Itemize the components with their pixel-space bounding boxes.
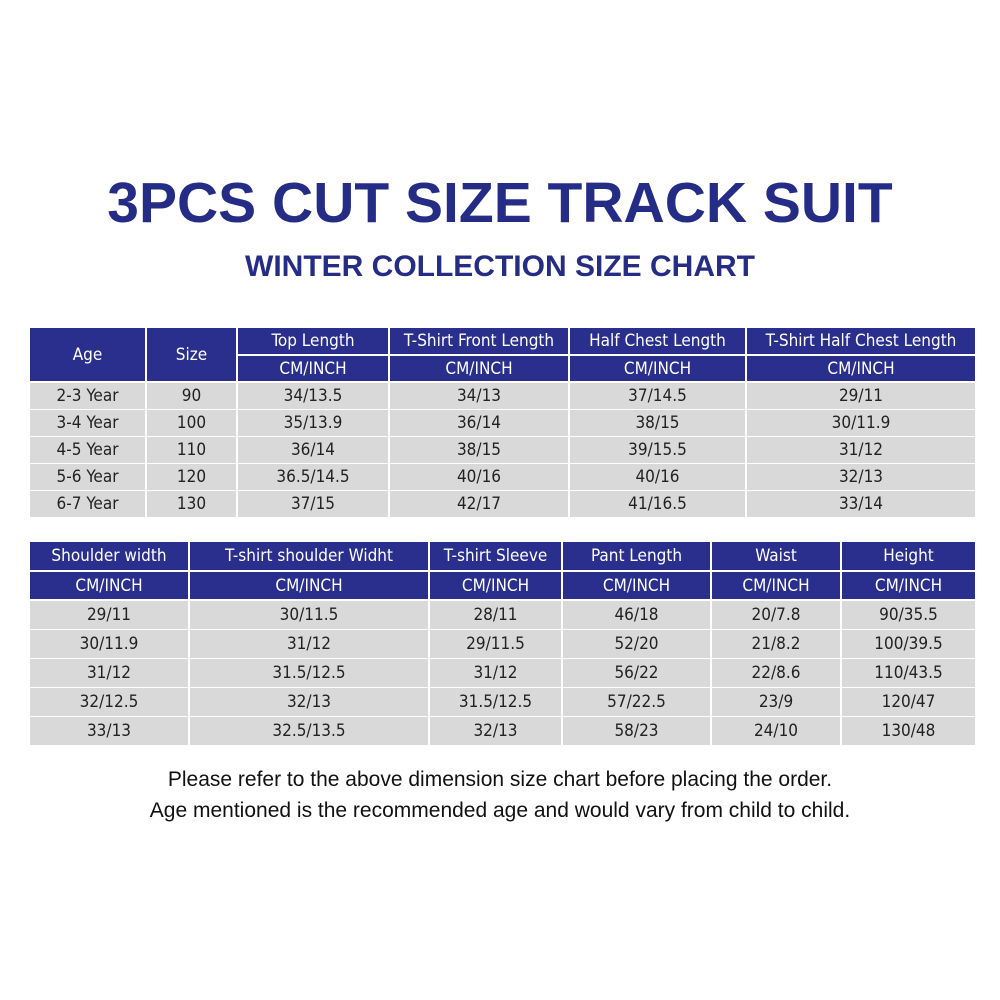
data-cell: 33/13 [30, 717, 188, 745]
unit-cell: CM/INCH [712, 572, 840, 599]
data-cell: 31/12 [190, 630, 428, 658]
data-cell: 31/12 [747, 437, 975, 463]
data-cell: 90/35.5 [842, 601, 975, 629]
data-cell: 37/14.5 [570, 383, 745, 409]
header-cell: T-Shirt Half Chest Length [747, 328, 975, 354]
data-cell: 6-7 Year [30, 491, 145, 517]
header-cell: Shoulder width [30, 542, 188, 570]
data-cell: 29/11 [30, 601, 188, 629]
data-cell: 31.5/12.5 [430, 688, 561, 716]
data-cell: 110 [147, 437, 236, 463]
header-cell: Height [842, 542, 975, 570]
data-cell: 58/23 [563, 717, 710, 745]
data-cell: 46/18 [563, 601, 710, 629]
title: 3PCS CUT SIZE TRACK SUIT [107, 171, 893, 235]
data-cell: 41/16.5 [570, 491, 745, 517]
header-cell: T-Shirt Front Length [390, 328, 568, 354]
data-cell: 28/11 [430, 601, 561, 629]
data-cell: 130 [147, 491, 236, 517]
data-cell: 29/11 [747, 383, 975, 409]
unit-cell: CM/INCH [390, 356, 568, 381]
data-cell: 110/43.5 [842, 659, 975, 687]
data-cell: 36.5/14.5 [238, 464, 388, 490]
data-cell: 30/11.5 [190, 601, 428, 629]
note: Please refer to the above dimension size… [167, 768, 833, 791]
data-cell: 32.5/13.5 [190, 717, 428, 745]
data-cell: 38/15 [390, 437, 568, 463]
data-cell: 23/9 [712, 688, 840, 716]
data-cell: 120/47 [842, 688, 975, 716]
data-cell: 56/22 [563, 659, 710, 687]
data-cell: 40/16 [570, 464, 745, 490]
data-cell: 21/8.2 [712, 630, 840, 658]
data-cell: 31.5/12.5 [190, 659, 428, 687]
data-cell: 32/12.5 [30, 688, 188, 716]
unit-cell: CM/INCH [747, 356, 975, 381]
data-cell: 38/15 [570, 410, 745, 436]
data-cell: 32/13 [747, 464, 975, 490]
data-cell: 30/11.9 [30, 630, 188, 658]
data-cell: 32/13 [430, 717, 561, 745]
data-cell: 4-5 Year [30, 437, 145, 463]
data-cell: 24/10 [712, 717, 840, 745]
data-cell: 32/13 [190, 688, 428, 716]
unit-cell: CM/INCH [190, 572, 428, 599]
data-cell: 52/20 [563, 630, 710, 658]
header-cell: Top Length [238, 328, 388, 354]
unit-cell: CM/INCH [570, 356, 745, 381]
data-cell: 120 [147, 464, 236, 490]
data-cell: 29/11.5 [430, 630, 561, 658]
data-cell: 42/17 [390, 491, 568, 517]
subtitle: WINTER COLLECTION SIZE CHART [245, 250, 755, 283]
unit-cell: CM/INCH [842, 572, 975, 599]
data-cell: 34/13.5 [238, 383, 388, 409]
data-cell: 130/48 [842, 717, 975, 745]
data-cell: 30/11.9 [747, 410, 975, 436]
unit-cell: CM/INCH [430, 572, 561, 599]
data-cell: 33/14 [747, 491, 975, 517]
data-cell: 36/14 [390, 410, 568, 436]
data-cell: 36/14 [238, 437, 388, 463]
header-cell: Half Chest Length [570, 328, 745, 354]
data-cell: 3-4 Year [30, 410, 145, 436]
unit-cell: CM/INCH [30, 572, 188, 599]
header-cell: Waist [712, 542, 840, 570]
header-cell: Pant Length [563, 542, 710, 570]
data-cell: 2-3 Year [30, 383, 145, 409]
data-cell: 35/13.9 [238, 410, 388, 436]
data-cell: 31/12 [30, 659, 188, 687]
data-cell: 31/12 [430, 659, 561, 687]
unit-cell: CM/INCH [238, 356, 388, 381]
data-cell: 40/16 [390, 464, 568, 490]
header-cell: Age [30, 328, 145, 381]
data-cell: 90 [147, 383, 236, 409]
header-cell: T-shirt Sleeve [430, 542, 561, 570]
header-cell: T-shirt shoulder Widht [190, 542, 428, 570]
unit-cell: CM/INCH [563, 572, 710, 599]
data-cell: 37/15 [238, 491, 388, 517]
data-cell: 22/8.6 [712, 659, 840, 687]
header-cell: Size [147, 328, 236, 381]
data-cell: 34/13 [390, 383, 568, 409]
data-cell: 57/22.5 [563, 688, 710, 716]
note: Age mentioned is the recommended age and… [149, 799, 851, 822]
data-cell: 100 [147, 410, 236, 436]
data-cell: 5-6 Year [30, 464, 145, 490]
data-cell: 100/39.5 [842, 630, 975, 658]
data-cell: 39/15.5 [570, 437, 745, 463]
data-cell: 20/7.8 [712, 601, 840, 629]
